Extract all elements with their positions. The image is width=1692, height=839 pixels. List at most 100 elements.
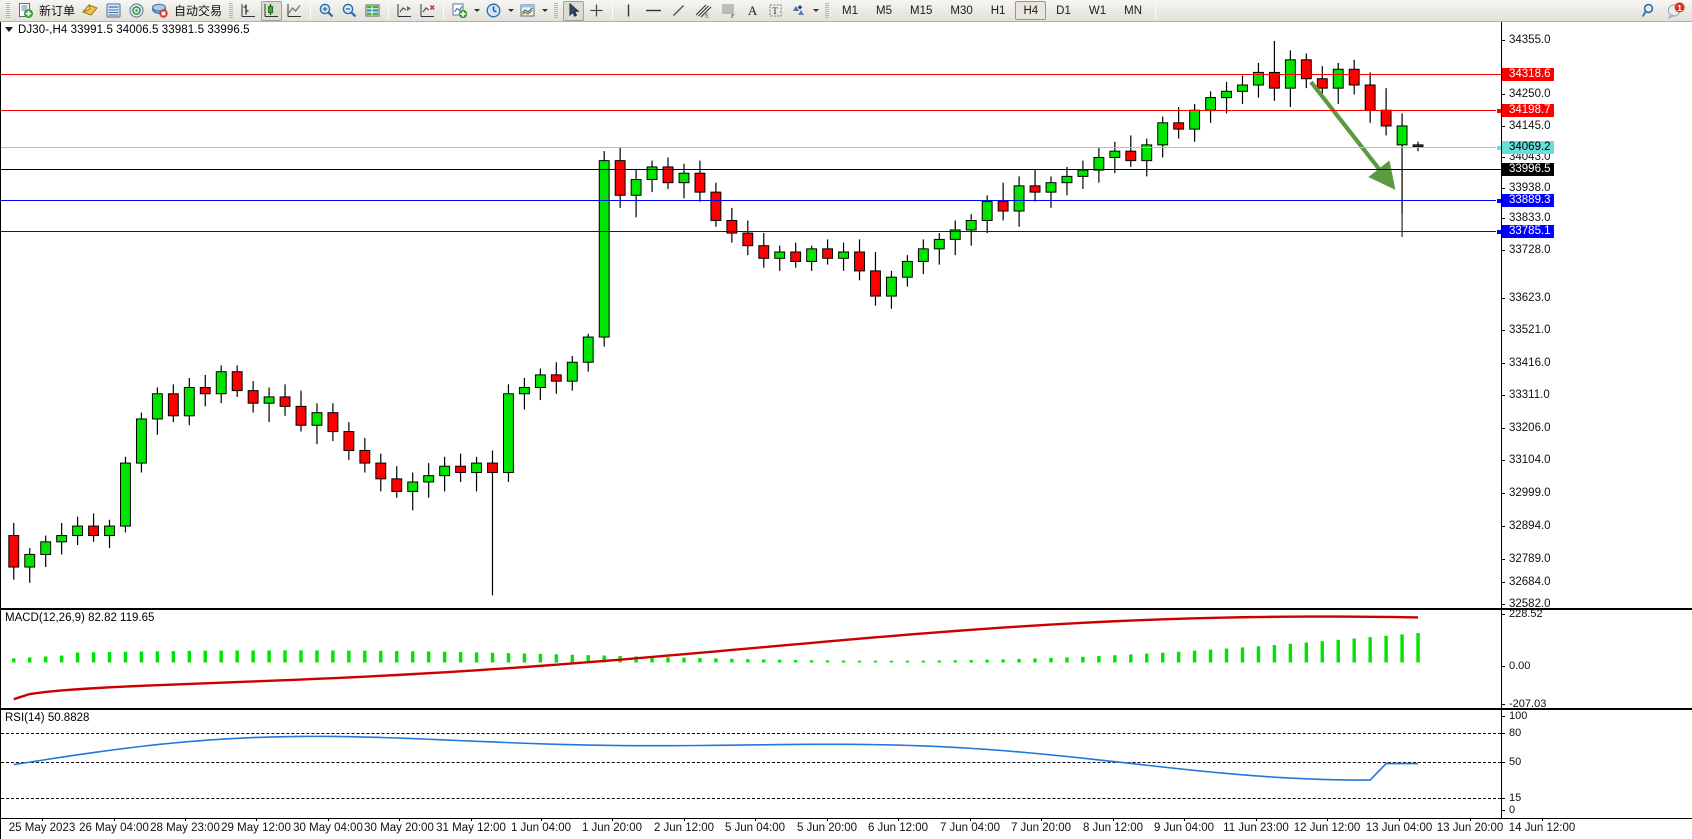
time-tick xyxy=(42,818,43,821)
expert-advisors-icon[interactable] xyxy=(79,1,101,21)
vertical-line-icon[interactable] xyxy=(618,1,639,21)
level-line-33889[interactable] xyxy=(1,198,1501,204)
time-tick xyxy=(684,818,685,821)
level-handle[interactable] xyxy=(1496,145,1501,151)
time-tick xyxy=(328,818,329,821)
templates-dropdown-icon[interactable] xyxy=(539,1,550,21)
crosshair-icon[interactable] xyxy=(586,1,607,21)
level-line-34069[interactable] xyxy=(1,145,1501,151)
data-window-icon[interactable] xyxy=(362,1,383,21)
chart-symbol-bar[interactable]: DJ30-,H4 33991.5 34006.5 33981.5 33996.5 xyxy=(1,22,250,37)
indicators-dropdown-icon[interactable] xyxy=(471,1,482,21)
chart-shift-icon[interactable] xyxy=(417,1,438,21)
search-icon[interactable] xyxy=(1639,1,1661,21)
shapes-icon[interactable] xyxy=(788,1,809,21)
timeframe-m1[interactable]: M1 xyxy=(842,4,859,17)
level-handle[interactable] xyxy=(1496,108,1501,114)
time-label: 30 May 04:00 xyxy=(293,822,363,834)
chart-menu-caret-icon[interactable] xyxy=(5,27,13,32)
candlestick-chart-icon[interactable] xyxy=(261,0,283,21)
text-icon[interactable]: A xyxy=(747,3,758,18)
level-line-34318[interactable] xyxy=(1,74,1501,75)
horizontal-line-icon[interactable] xyxy=(641,1,666,21)
time-tick xyxy=(1542,818,1543,821)
toolbar-grip[interactable] xyxy=(6,2,10,19)
price-pane[interactable]: DJ30-,H4 33991.5 34006.5 33981.5 33996.5 xyxy=(1,22,1692,610)
zoom-in-icon[interactable] xyxy=(316,1,337,21)
price-level-tag[interactable]: 33996.5 xyxy=(1502,162,1554,176)
level-line-34198[interactable] xyxy=(1,108,1501,114)
time-tick xyxy=(612,818,613,821)
bar-chart-icon[interactable] xyxy=(238,1,259,21)
time-label: 6 Jun 12:00 xyxy=(867,822,929,834)
price-level-tag[interactable]: 33785.1 xyxy=(1502,224,1554,238)
rsi-axis: 100 80 50 15 0 xyxy=(1501,710,1692,818)
auto-scroll-icon[interactable] xyxy=(394,1,415,21)
toolbar-separator-4 xyxy=(612,2,614,19)
macd-pane[interactable]: MACD(12,26,9) 82.82 119.65 228.52 0.00 -20… xyxy=(1,608,1692,710)
timeframe-h1[interactable]: H1 xyxy=(990,4,1006,17)
price-tick: 34355.0 xyxy=(1501,34,1692,47)
zoom-out-icon[interactable] xyxy=(339,1,360,21)
price-level-tag[interactable]: 34318.6 xyxy=(1502,67,1554,81)
time-label: 11 Jun 23:00 xyxy=(1223,822,1289,834)
new-order-label[interactable]: 新订单 xyxy=(39,3,76,18)
candlestick-series xyxy=(8,40,1424,596)
price-plot-area[interactable] xyxy=(1,22,1501,608)
toolbar-separator-5 xyxy=(1155,2,1156,19)
timeframe-m5[interactable]: M5 xyxy=(876,4,892,17)
timeframe-m15[interactable]: M15 xyxy=(910,4,933,17)
rsi-level-80 xyxy=(1,733,1501,734)
channel-icon[interactable]: E xyxy=(691,1,715,21)
chart-window[interactable]: DJ30-,H4 33991.5 34006.5 33981.5 33996.5 xyxy=(0,22,1692,839)
line-chart-icon[interactable] xyxy=(284,1,305,21)
alerts-icon[interactable]: 1 xyxy=(1663,1,1689,21)
level-line-33785[interactable] xyxy=(1,229,1501,235)
toolbar-separator-2 xyxy=(388,2,390,19)
period-icon[interactable] xyxy=(483,1,504,21)
new-order-icon[interactable] xyxy=(15,1,36,21)
navigator-icon[interactable] xyxy=(126,1,147,21)
macd-series xyxy=(12,615,1420,701)
timeframe-m30[interactable]: M30 xyxy=(950,4,973,17)
toolbar-grip-3[interactable] xyxy=(554,2,559,19)
time-axis[interactable]: 25 May 2023 26 May 04:00 28 May 23:00 29 Ma… xyxy=(1,818,1692,839)
price-tick: 33206.0 xyxy=(1501,422,1692,435)
cursor-icon[interactable] xyxy=(563,0,585,21)
timeframe-d1[interactable]: D1 xyxy=(1056,4,1071,17)
timeframe-w1[interactable]: W1 xyxy=(1088,4,1107,17)
symbol-ohlc-label: DJ30-,H4 33991.5 34006.5 33981.5 33996.5 xyxy=(18,23,250,36)
level-handle[interactable] xyxy=(1496,229,1501,235)
timeframe-h4[interactable]: H4 xyxy=(1015,1,1047,20)
shapes-dropdown-icon[interactable] xyxy=(810,1,821,21)
text-label-icon[interactable]: T xyxy=(765,1,786,21)
time-label: 28 May 23:00 xyxy=(150,822,220,834)
period-dropdown-icon[interactable] xyxy=(505,1,516,21)
autotrading-icon[interactable] xyxy=(149,1,171,21)
price-axis[interactable]: 34355.0 34250.0 34145.0 34043.0 33938.0 33833… xyxy=(1501,22,1692,610)
templates-icon[interactable] xyxy=(517,1,538,21)
price-level-tag[interactable]: 34069.2 xyxy=(1502,140,1554,154)
macd-plot-area[interactable] xyxy=(1,610,1501,708)
timeframe-mn[interactable]: MN xyxy=(1124,4,1142,17)
market-watch-icon[interactable] xyxy=(103,1,124,21)
indicators-icon[interactable] xyxy=(449,1,470,21)
fibonacci-icon[interactable]: F xyxy=(717,1,740,21)
time-tick xyxy=(1184,818,1185,821)
alert-badge-count: 1 xyxy=(1677,3,1682,13)
price-level-tag[interactable]: 34198.7 xyxy=(1502,103,1554,117)
price-level-tag[interactable]: 33889.3 xyxy=(1502,193,1554,207)
time-tick xyxy=(256,818,257,821)
toolbar-grip-2[interactable] xyxy=(229,2,234,19)
level-handle[interactable] xyxy=(1496,198,1501,204)
time-tick xyxy=(827,818,828,821)
time-tick xyxy=(898,818,899,821)
autotrading-label[interactable]: 自动交易 xyxy=(174,3,223,18)
time-tick xyxy=(541,818,542,821)
toolbar-grip-4[interactable] xyxy=(825,2,830,19)
time-tick xyxy=(399,818,400,821)
rsi-plot-area[interactable] xyxy=(1,710,1501,818)
rsi-pane[interactable]: RSI(14) 50.8828 100 80 50 15 0 xyxy=(1,708,1692,818)
time-label: 1 Jun 04:00 xyxy=(510,822,572,834)
trendline-icon[interactable] xyxy=(668,1,689,21)
